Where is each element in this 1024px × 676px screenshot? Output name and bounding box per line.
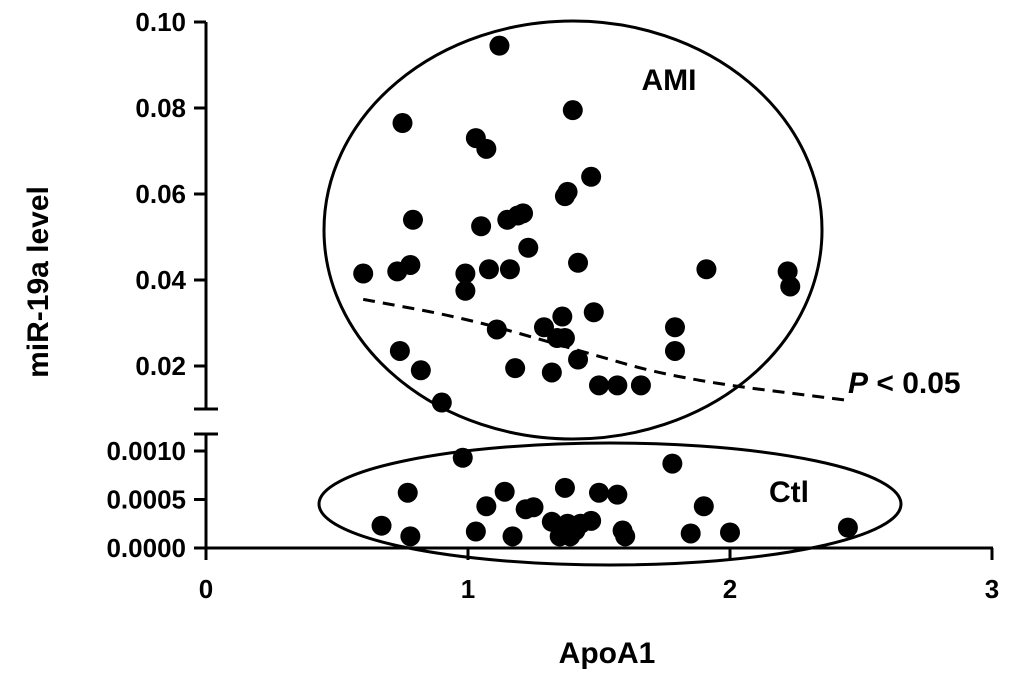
ami-data-point — [518, 237, 539, 258]
ami-data-point — [505, 358, 526, 379]
ami-data-point — [410, 360, 431, 381]
ami-data-point — [471, 216, 492, 237]
ctl-data-point — [476, 496, 497, 517]
ami-data-point — [557, 181, 578, 202]
ami-data-point — [486, 319, 507, 340]
ctl-data-point — [615, 526, 636, 547]
p-value-annotation: P < 0.05 — [848, 367, 961, 400]
ami-data-point — [630, 375, 651, 396]
x-tick-label: 3 — [985, 574, 999, 604]
ctl-data-point — [607, 484, 628, 505]
ami-data-point — [478, 259, 499, 280]
y-upper-tick-label: 0.06 — [135, 179, 186, 209]
ctl-data-point — [397, 482, 418, 503]
ami-data-point — [777, 261, 798, 282]
ami-data-point — [568, 349, 589, 370]
ctl-data-point — [465, 521, 486, 542]
ami-data-point — [696, 259, 717, 280]
ctl-data-point — [680, 523, 701, 544]
trend-line — [362, 297, 849, 402]
ami-group-label: AMI — [642, 64, 697, 97]
y-upper-tick-label: 0.08 — [135, 93, 186, 123]
ctl-data-point — [581, 510, 602, 531]
ctl-data-point — [494, 481, 515, 502]
y-upper-tick-label: 0.04 — [135, 265, 186, 295]
ami-data-point — [664, 317, 685, 338]
ami-data-point — [400, 254, 421, 275]
ami-data-point — [513, 203, 534, 224]
y-upper-tick-label: 0.10 — [135, 7, 186, 37]
ticks: 0 1 2 3 0.02 0.04 0.06 0.08 0.10 0.0000 0.0005 0.00… — [106, 7, 999, 604]
ctl-data-point — [662, 453, 683, 474]
ami-data-point — [583, 302, 604, 323]
x-tick-label: 0 — [199, 574, 213, 604]
p-symbol: P — [848, 367, 869, 400]
axes — [194, 22, 993, 550]
ctl-data-point — [400, 526, 421, 547]
ctl-data-point — [720, 522, 740, 543]
ami-data-point — [353, 263, 374, 284]
ami-data-point — [664, 340, 685, 361]
y-upper-tick-label: 0.02 — [135, 351, 186, 381]
ami-data-point — [489, 35, 510, 56]
ami-data-point — [562, 100, 583, 121]
y-lower-tick-label: 0.0005 — [106, 485, 186, 515]
trend-line-group — [362, 297, 849, 402]
ami-data-point — [431, 392, 452, 413]
ctl-data-point — [693, 496, 714, 517]
x-tick-label: 2 — [723, 574, 737, 604]
ami-data-point — [392, 113, 413, 134]
p-value-text: < 0.05 — [868, 367, 961, 400]
ami-data-point — [455, 263, 476, 284]
x-tick-label: 1 — [461, 574, 475, 604]
ctl-data-point — [554, 477, 575, 498]
ami-group-ellipse — [322, 19, 824, 441]
ami-data-point — [552, 306, 573, 327]
ctl-data-point — [523, 497, 544, 518]
ami-data-point — [455, 280, 476, 301]
data-points — [353, 35, 858, 547]
y-axis-label: miR-19a level — [22, 186, 55, 378]
ami-data-point — [476, 138, 497, 159]
ami-data-point — [541, 362, 562, 383]
ami-data-point — [607, 375, 628, 396]
ctl-group-ellipse — [317, 441, 903, 567]
y-lower-tick-label: 0.0000 — [106, 533, 186, 563]
ctl-data-point — [452, 447, 473, 468]
ctl-data-point — [502, 526, 523, 547]
ami-data-point — [554, 328, 575, 349]
ctl-group-label: Ctl — [769, 476, 809, 509]
ctl-data-point — [589, 482, 609, 503]
ami-data-point — [581, 166, 602, 187]
y-lower-tick-label: 0.0010 — [106, 436, 186, 466]
ami-data-point — [402, 209, 423, 230]
ami-data-point — [568, 252, 589, 273]
ami-data-point — [499, 259, 520, 280]
ami-data-point — [589, 375, 609, 396]
ami-data-point — [780, 276, 801, 297]
ctl-data-point — [837, 517, 858, 538]
ami-data-point — [389, 340, 410, 361]
x-axis-label: ApoA1 — [559, 637, 656, 670]
ctl-data-point — [371, 515, 392, 536]
